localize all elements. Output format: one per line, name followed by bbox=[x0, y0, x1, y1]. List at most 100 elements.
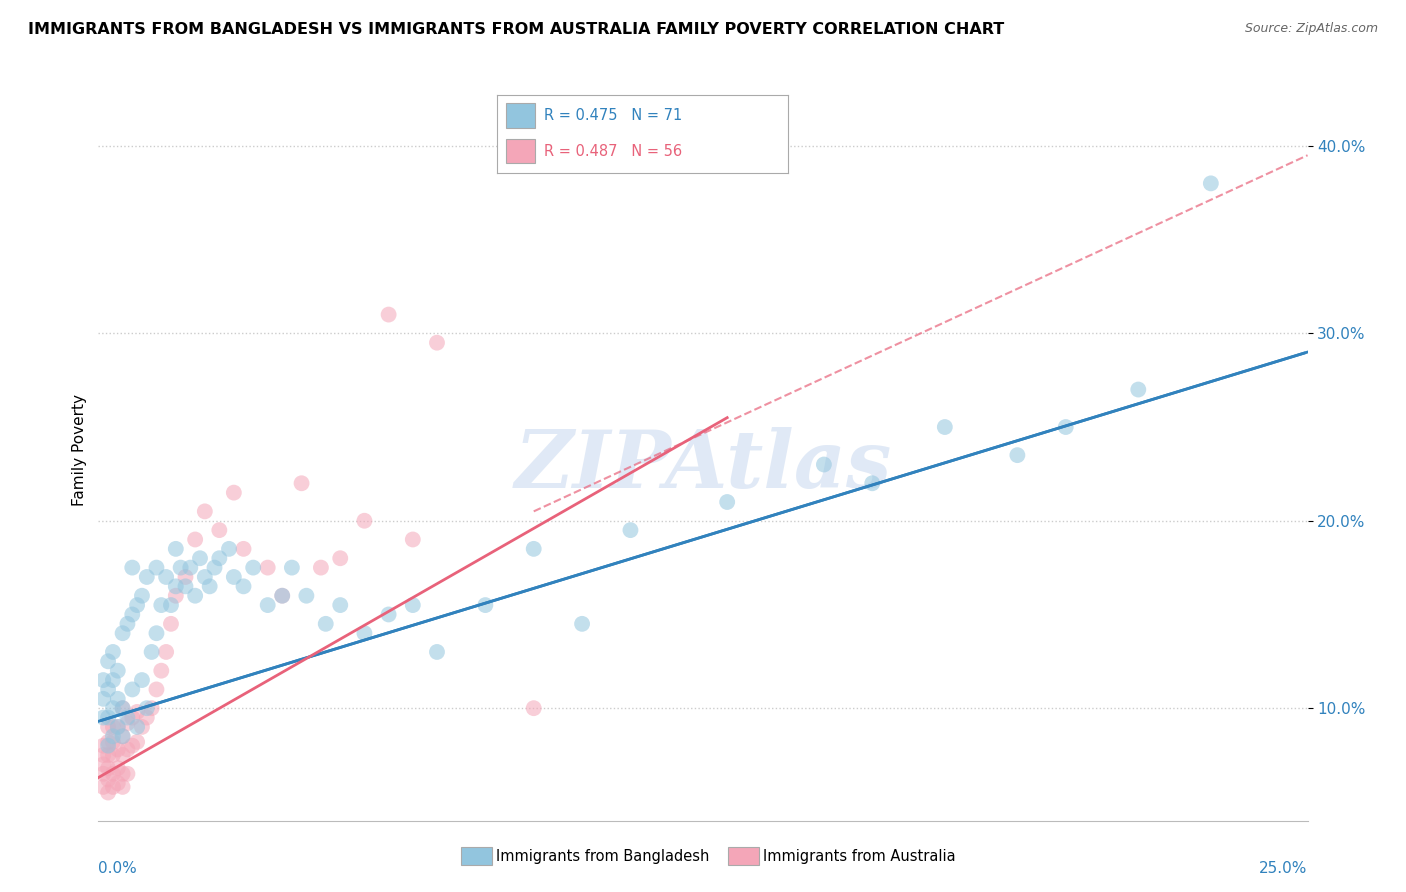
Point bbox=[117, 710, 139, 724]
Point bbox=[97, 720, 120, 734]
Point bbox=[426, 645, 449, 659]
Point bbox=[174, 570, 197, 584]
Point bbox=[121, 710, 143, 724]
Point bbox=[91, 757, 114, 772]
Point bbox=[860, 476, 883, 491]
Point bbox=[295, 589, 318, 603]
Point bbox=[150, 598, 173, 612]
Point bbox=[111, 701, 134, 715]
Point bbox=[315, 616, 337, 631]
Point bbox=[1199, 177, 1222, 191]
Y-axis label: Family Poverty: Family Poverty bbox=[72, 394, 87, 507]
Point bbox=[716, 495, 738, 509]
Point bbox=[155, 570, 177, 584]
Point bbox=[107, 720, 129, 734]
Point bbox=[165, 579, 187, 593]
Point bbox=[121, 607, 143, 622]
Point bbox=[474, 598, 496, 612]
Point bbox=[121, 739, 143, 753]
Text: ZIPAtlas: ZIPAtlas bbox=[515, 426, 891, 504]
Point bbox=[111, 701, 134, 715]
Point bbox=[131, 589, 153, 603]
Point bbox=[101, 701, 124, 715]
Point bbox=[91, 747, 114, 762]
Point bbox=[107, 691, 129, 706]
Point bbox=[198, 579, 221, 593]
Point bbox=[194, 504, 217, 518]
Point bbox=[101, 645, 124, 659]
Point bbox=[145, 626, 167, 640]
Point bbox=[107, 761, 129, 775]
Point bbox=[111, 766, 134, 780]
Point bbox=[1128, 383, 1150, 397]
Point bbox=[141, 645, 163, 659]
Point bbox=[97, 785, 120, 799]
Point bbox=[101, 780, 124, 794]
Point bbox=[107, 776, 129, 790]
Point bbox=[145, 560, 167, 574]
Point bbox=[271, 589, 294, 603]
Point bbox=[127, 720, 149, 734]
Point bbox=[127, 735, 149, 749]
Point bbox=[111, 626, 134, 640]
Point bbox=[117, 742, 139, 756]
Point bbox=[97, 654, 120, 668]
Point bbox=[208, 523, 231, 537]
Point bbox=[934, 420, 956, 434]
Point bbox=[91, 710, 114, 724]
Point bbox=[179, 560, 201, 574]
Point bbox=[523, 541, 546, 556]
Point bbox=[523, 701, 546, 715]
Point bbox=[97, 772, 120, 787]
Point bbox=[218, 541, 240, 556]
Point bbox=[91, 766, 114, 780]
Point bbox=[1007, 448, 1029, 462]
Point bbox=[91, 780, 114, 794]
Point bbox=[101, 729, 124, 743]
Point bbox=[127, 705, 149, 719]
Point bbox=[222, 485, 245, 500]
Point bbox=[353, 514, 375, 528]
Point bbox=[107, 742, 129, 756]
Text: Immigrants from Bangladesh: Immigrants from Bangladesh bbox=[496, 849, 710, 863]
Point bbox=[309, 560, 332, 574]
Point bbox=[256, 598, 278, 612]
Point bbox=[127, 598, 149, 612]
Point bbox=[184, 533, 207, 547]
Point bbox=[160, 616, 183, 631]
Text: Source: ZipAtlas.com: Source: ZipAtlas.com bbox=[1244, 22, 1378, 36]
Point bbox=[145, 682, 167, 697]
Point bbox=[329, 551, 352, 566]
Point bbox=[426, 335, 449, 350]
Point bbox=[208, 551, 231, 566]
Point bbox=[194, 570, 217, 584]
Point bbox=[111, 729, 134, 743]
Point bbox=[813, 458, 835, 472]
Point bbox=[131, 720, 153, 734]
Point bbox=[353, 626, 375, 640]
Point bbox=[160, 598, 183, 612]
Point bbox=[101, 735, 124, 749]
Point bbox=[256, 560, 278, 574]
Point bbox=[377, 308, 399, 322]
Point bbox=[97, 739, 120, 753]
Point bbox=[571, 616, 593, 631]
Point bbox=[111, 780, 134, 794]
Point bbox=[131, 673, 153, 687]
Point bbox=[117, 766, 139, 780]
Point bbox=[111, 747, 134, 762]
Point bbox=[165, 541, 187, 556]
Point bbox=[188, 551, 211, 566]
Point bbox=[117, 716, 139, 731]
Point bbox=[271, 589, 294, 603]
Point bbox=[97, 747, 120, 762]
Point bbox=[117, 616, 139, 631]
Point bbox=[91, 691, 114, 706]
Text: 0.0%: 0.0% bbox=[98, 862, 138, 876]
Point bbox=[101, 673, 124, 687]
Point bbox=[232, 579, 254, 593]
Point bbox=[97, 682, 120, 697]
Point bbox=[174, 579, 197, 593]
Point bbox=[377, 607, 399, 622]
Point bbox=[135, 701, 157, 715]
